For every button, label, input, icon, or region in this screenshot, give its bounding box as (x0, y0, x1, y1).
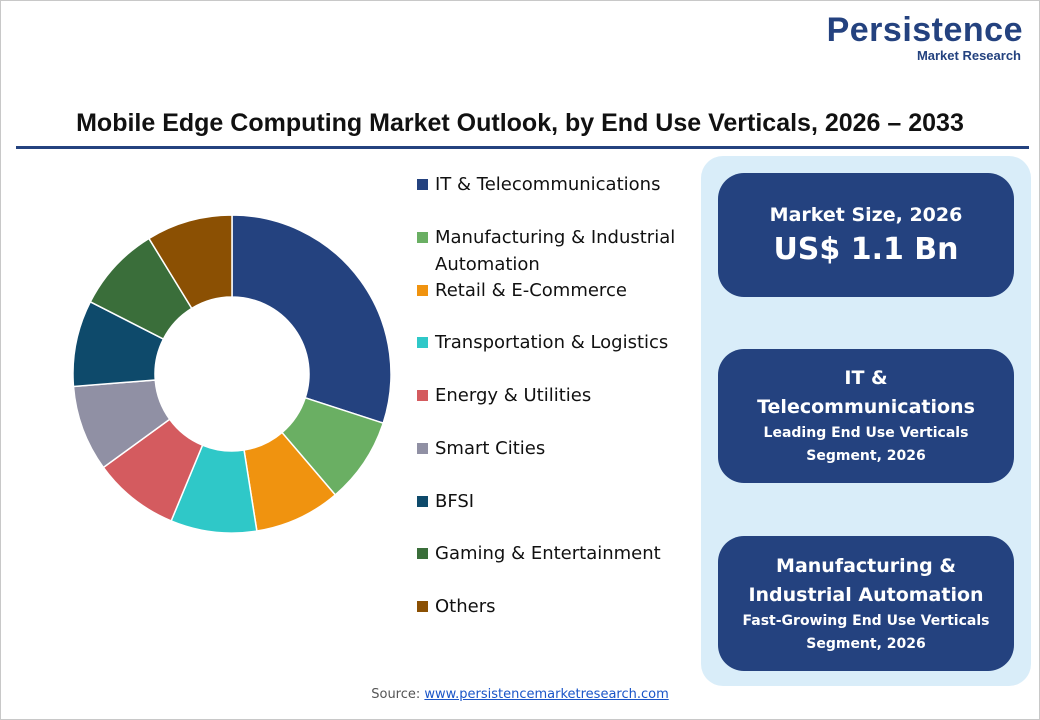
chart-title: Mobile Edge Computing Market Outlook, by… (76, 109, 964, 137)
legend-item: IT & Telecommunications (417, 171, 697, 198)
legend-swatch (417, 231, 428, 243)
legend-item: Smart Cities (417, 435, 697, 462)
legend-swatch (417, 495, 428, 507)
legend-item: Manufacturing & Industrial Automation (417, 224, 697, 278)
legend-swatch (417, 601, 428, 612)
legend-label: Others (435, 596, 496, 617)
legend-label: Manufacturing & Industrial Automation (435, 226, 676, 275)
box-note: Leading End Use Verticals Segment, 2026 (763, 425, 969, 464)
logo-tagline: Market Research (916, 48, 1021, 63)
market-size-box: Market Size, 2026 US$ 1.1 Bn (718, 173, 1014, 297)
legend-item: Transportation & Logistics (417, 329, 697, 356)
fast-growing-box: Manufacturing & Industrial Automation Fa… (718, 536, 1014, 671)
source-label: Source: (371, 687, 421, 702)
legend-swatch (417, 284, 428, 296)
donut-slice (231, 214, 392, 425)
legend-item: Others (417, 593, 697, 620)
legend-swatch (417, 179, 428, 190)
box-heading: Market Size, 2026 (769, 203, 963, 226)
legend-label: Retail & E-Commerce (435, 279, 627, 301)
legend-label: BFSI (435, 490, 475, 512)
leading-segment-box: IT & Telecommunications Leading End Use … (718, 349, 1014, 483)
legend-swatch (417, 337, 428, 349)
donut-chart (72, 214, 392, 534)
legend-swatch (417, 548, 428, 560)
title-rule (16, 146, 1029, 149)
source: Source: www.persistencemarketresearch.co… (1, 687, 1039, 702)
donut-slice (147, 214, 233, 310)
legend-item: Energy & Utilities (417, 382, 697, 409)
box-heading: IT & Telecommunications (757, 367, 975, 418)
legend-swatch (417, 390, 428, 401)
source-link[interactable]: www.persistencemarketresearch.com (424, 687, 669, 702)
legend-item: Gaming & Entertainment (417, 540, 697, 567)
box-note: Fast-Growing End Use Verticals Segment, … (742, 612, 990, 652)
legend-label: Smart Cities (435, 437, 546, 459)
legend-label: Transportation & Logistics (435, 332, 669, 354)
legend-swatch (417, 442, 428, 454)
legend-label: Gaming & Entertainment (435, 543, 661, 565)
legend-label: IT & Telecommunications (435, 174, 661, 195)
box-heading: Manufacturing & Industrial Automation (748, 554, 984, 606)
legend-item: Retail & E-Commerce (417, 277, 697, 304)
box-value: US$ 1.1 Bn (773, 231, 959, 267)
legend-item: BFSI (417, 488, 697, 515)
legend-label: Energy & Utilities (435, 385, 592, 406)
logo-name: Persistence (826, 11, 1023, 49)
